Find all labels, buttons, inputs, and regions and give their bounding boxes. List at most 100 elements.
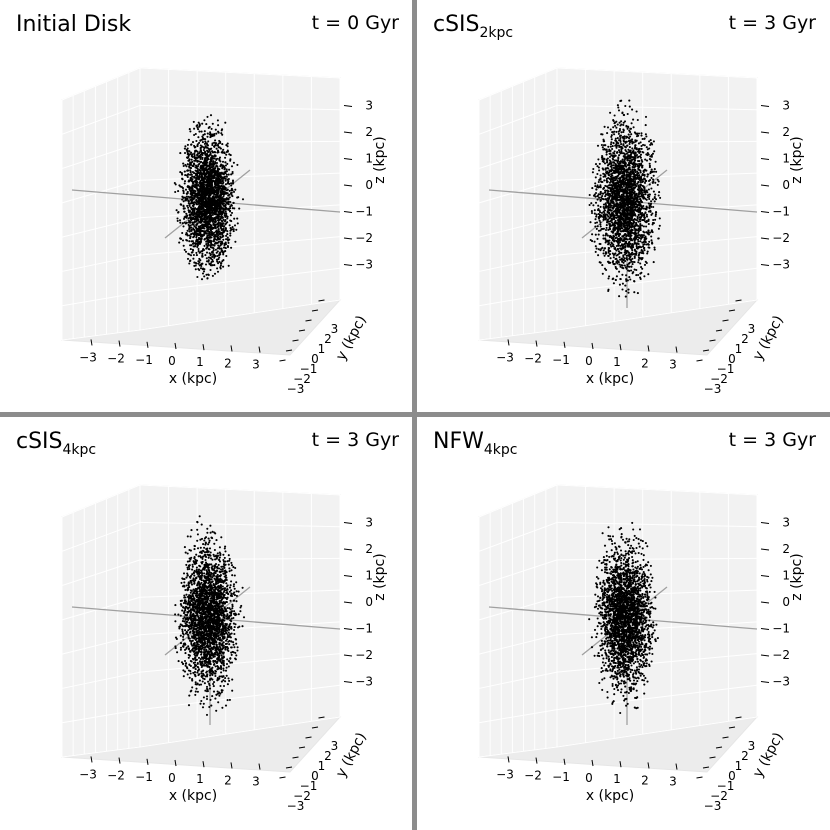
scatter-point: [607, 288, 610, 291]
scatter-point: [620, 226, 623, 229]
scatter-point: [605, 151, 608, 154]
scatter-point: [225, 168, 228, 171]
scatter-point: [191, 181, 194, 184]
scatter-point: [214, 193, 217, 196]
scatter-point: [212, 253, 215, 256]
scatter-point: [614, 124, 617, 127]
scatter-point: [215, 158, 218, 161]
scatter-point: [200, 191, 203, 194]
grid-line: [556, 172, 758, 181]
scatter-point: [624, 104, 627, 108]
scatter-point: [627, 251, 631, 255]
scatter-point: [221, 216, 224, 219]
scatter-point: [233, 207, 236, 210]
scatter-point: [212, 226, 215, 229]
scatter-point: [220, 227, 223, 230]
scatter-point: [199, 221, 202, 224]
scatter-point: [220, 202, 223, 205]
scatter-point: [628, 159, 631, 162]
scatter-point: [605, 205, 608, 208]
scatter-point: [201, 181, 204, 184]
scatter-point: [201, 254, 204, 257]
scatter-point: [616, 104, 619, 107]
scatter-point: [226, 217, 229, 220]
scatter-point: [219, 266, 222, 269]
grid-line: [556, 67, 758, 79]
scatter-point: [226, 233, 229, 236]
scatter-point: [219, 236, 222, 239]
scatter-point: [223, 168, 226, 171]
scatter-point: [196, 159, 199, 162]
scatter-point: [589, 221, 592, 224]
scatter-point: [630, 260, 633, 263]
scatter-point: [620, 131, 623, 134]
scatter-point: [179, 221, 182, 224]
scatter-point: [214, 248, 217, 251]
scatter-point: [637, 240, 640, 243]
scatter-point: [230, 184, 233, 187]
scatter-point: [622, 230, 625, 233]
scatter-point: [602, 148, 605, 151]
scatter-point: [616, 137, 619, 140]
scatter-point: [236, 222, 239, 225]
scatter-point: [635, 224, 638, 227]
scatter-point: [645, 146, 648, 149]
scatter-point: [615, 126, 618, 129]
scatter-point: [641, 172, 644, 176]
scatter-point: [219, 213, 222, 216]
scatter-point: [208, 199, 211, 202]
scatter-point: [214, 223, 217, 226]
scatter-point: [212, 240, 216, 243]
scatter-point: [219, 176, 222, 179]
scatter-point: [642, 219, 645, 222]
scatter-point: [217, 224, 220, 227]
scatter-point: [594, 191, 598, 195]
scatter-point: [206, 161, 209, 164]
scatter-point: [194, 268, 197, 271]
scatter-point: [211, 246, 214, 249]
scatter-point: [210, 217, 213, 220]
scatter-point: [627, 151, 630, 154]
scatter-point: [613, 121, 616, 124]
scatter-point: [651, 198, 654, 201]
scatter-point: [200, 250, 203, 253]
scatter-point: [630, 247, 633, 250]
scatter-point: [647, 210, 651, 213]
scatter-point: [224, 177, 227, 180]
scatter-point: [218, 139, 221, 142]
scatter-point: [213, 171, 216, 174]
scatter-point: [612, 201, 615, 204]
scatter-point: [206, 180, 209, 183]
scatter-point: [603, 254, 606, 257]
scatter-point: [629, 235, 632, 238]
scatter-point: [193, 127, 196, 130]
scatter-point: [182, 164, 185, 168]
scatter-point: [203, 162, 207, 165]
scatter-point: [216, 165, 219, 168]
scatter-point: [599, 191, 602, 194]
scatter-point: [218, 174, 221, 177]
scatter-point: [236, 217, 239, 220]
scatter-point: [212, 157, 215, 160]
scatter-point: [652, 222, 655, 225]
scatter-point: [230, 203, 233, 207]
x-tick-label: −3: [79, 350, 97, 364]
scatter-point: [654, 218, 657, 221]
scatter-point: [194, 172, 197, 175]
scatter-point: [623, 264, 626, 267]
scatter-point: [178, 241, 181, 244]
scatter-point: [199, 226, 202, 229]
scatter-point: [174, 190, 177, 194]
scatter-point: [639, 171, 642, 174]
scatter-point: [220, 242, 223, 245]
scatter-point: [214, 219, 217, 222]
scatter-point: [617, 235, 620, 238]
scatter-point: [655, 170, 658, 173]
scatter-point: [611, 231, 614, 234]
scatter-point: [196, 171, 199, 174]
scatter-point: [636, 170, 639, 173]
scatter-point: [613, 152, 616, 155]
scatter-point: [605, 224, 608, 227]
scatter-point: [218, 178, 221, 181]
scatter-point: [194, 195, 197, 198]
